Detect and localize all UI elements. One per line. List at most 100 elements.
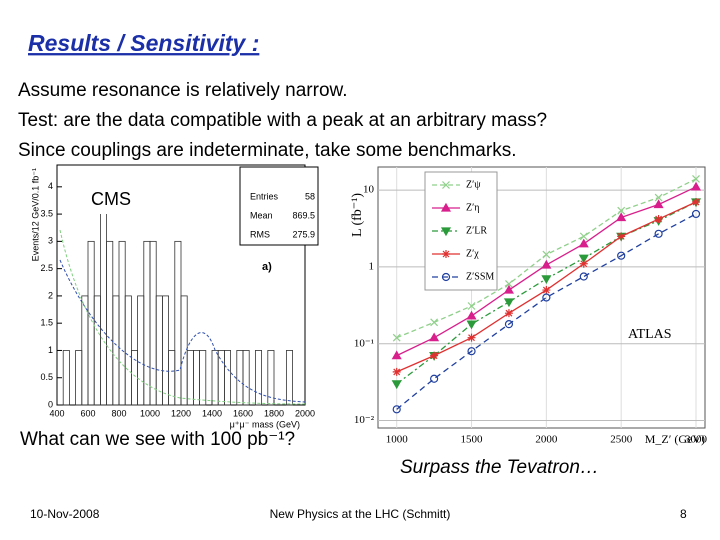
marker xyxy=(440,227,452,237)
marker xyxy=(392,405,401,414)
marker xyxy=(541,259,552,269)
page-number: 8 xyxy=(680,507,687,521)
stats-name: Entries xyxy=(250,191,279,201)
histogram-bar xyxy=(223,350,231,406)
marker xyxy=(466,310,477,320)
marker xyxy=(430,318,439,327)
marker xyxy=(579,259,588,268)
legend-label: Z′LR xyxy=(466,225,487,236)
stats-value: 275.9 xyxy=(292,229,315,239)
marker xyxy=(503,284,514,294)
y-tick-label: 1 xyxy=(369,260,375,272)
slide-title: Results / Sensitivity : xyxy=(28,30,259,56)
marker xyxy=(440,202,452,212)
histogram-bar xyxy=(62,350,70,406)
x-tick-label: 800 xyxy=(111,408,126,418)
stats-value: 58 xyxy=(305,191,315,201)
y-tick-label: 4 xyxy=(48,181,53,191)
marker xyxy=(391,380,402,390)
bullet: Since couplings are indeterminate, take … xyxy=(18,140,516,161)
x-tick-label: 3000 xyxy=(685,434,708,446)
y-tick-label: 10⁻¹ xyxy=(354,337,374,349)
legend-label: Z′χ xyxy=(466,248,479,259)
y-tick-label: 2.5 xyxy=(40,263,53,273)
caption: What can we see with 100 pb⁻¹? xyxy=(20,429,295,450)
marker xyxy=(653,199,664,209)
marker xyxy=(578,238,589,248)
legend-label: Z′ψ xyxy=(466,179,481,190)
right-plot: 10⁻² 10⁻¹ 1 10 1000 1500 2000 2500 3000 Z′ψ Z′η Z′L… xyxy=(350,166,708,446)
x-tick-label: 2000 xyxy=(295,408,315,418)
marker xyxy=(430,351,439,360)
x-tick-label: 400 xyxy=(49,408,64,418)
y-tick-label: 10 xyxy=(363,184,375,196)
marker xyxy=(579,232,588,241)
panel-label: a) xyxy=(262,261,272,273)
marker xyxy=(467,302,476,310)
histogram-bar xyxy=(242,350,250,406)
marker xyxy=(654,215,663,224)
background-curve xyxy=(59,229,306,405)
y-tick-label: 1 xyxy=(48,345,53,355)
x-tick-label: 600 xyxy=(80,408,95,418)
y-tick-label: 0.5 xyxy=(40,372,53,382)
x-tick-label: 1800 xyxy=(264,408,284,418)
marker xyxy=(617,251,626,260)
y-tick-label: 3 xyxy=(48,236,53,246)
y-tick-label: 3.5 xyxy=(40,208,53,218)
stats-box xyxy=(239,166,319,246)
marker xyxy=(654,229,663,238)
marker xyxy=(654,193,663,202)
y-tick-label: 2 xyxy=(48,290,53,300)
legend-label: Z′SSM xyxy=(466,271,494,282)
y-axis-label: Events/12 GeV/0.1 fb⁻¹ xyxy=(30,168,40,261)
marker xyxy=(542,286,551,295)
x-tick-label: 1000 xyxy=(140,408,160,418)
marker xyxy=(442,250,450,258)
marker xyxy=(690,181,702,191)
legend-label: Z′η xyxy=(466,202,480,213)
x-tick-label: 1400 xyxy=(202,408,222,418)
marker xyxy=(505,280,513,288)
marker xyxy=(442,181,450,189)
x-tick-label: 1000 xyxy=(386,434,409,446)
marker xyxy=(616,212,627,222)
marker xyxy=(541,275,552,285)
y-axis-label: L (fb⁻¹) xyxy=(350,193,365,237)
marker xyxy=(503,298,514,308)
marker xyxy=(617,232,626,241)
marker xyxy=(691,209,701,219)
x-tick-label: 2000 xyxy=(535,434,558,446)
marker xyxy=(391,350,402,360)
footer-title: New Physics at the LHC (Schmitt) xyxy=(270,507,451,521)
x-axis-label: M_Z′ (GeV) xyxy=(645,432,705,446)
marker xyxy=(617,206,626,215)
bullet: Assume resonance is relatively narrow. xyxy=(18,80,347,101)
marker xyxy=(542,250,551,259)
histogram-bar xyxy=(199,350,207,406)
x-tick-label: 1600 xyxy=(233,408,253,418)
histogram-bar xyxy=(267,350,275,406)
marker xyxy=(692,198,701,207)
x-axis-label: μ⁺μ⁻ mass (GeV) xyxy=(230,419,300,429)
marker xyxy=(466,320,477,330)
marker xyxy=(504,309,513,318)
marker xyxy=(578,254,589,264)
marker xyxy=(579,272,588,281)
marker xyxy=(467,333,476,342)
label-bg xyxy=(82,186,147,214)
x-tick-label: 1200 xyxy=(171,408,191,418)
y-tick-label: 1.5 xyxy=(40,318,53,328)
bullet: Test: are the data compatible with a pea… xyxy=(18,110,547,131)
stats-value: 869.5 xyxy=(292,210,315,220)
marker xyxy=(542,293,551,302)
experiment-label: CMS xyxy=(91,189,131,209)
marker xyxy=(430,374,439,383)
histogram-bar xyxy=(285,350,293,406)
stats-name: Mean xyxy=(250,210,273,220)
marker xyxy=(392,367,401,376)
marker xyxy=(504,320,514,329)
marker xyxy=(441,272,451,282)
marker xyxy=(692,174,700,183)
caption: Surpass the Tevatron… xyxy=(400,457,599,478)
